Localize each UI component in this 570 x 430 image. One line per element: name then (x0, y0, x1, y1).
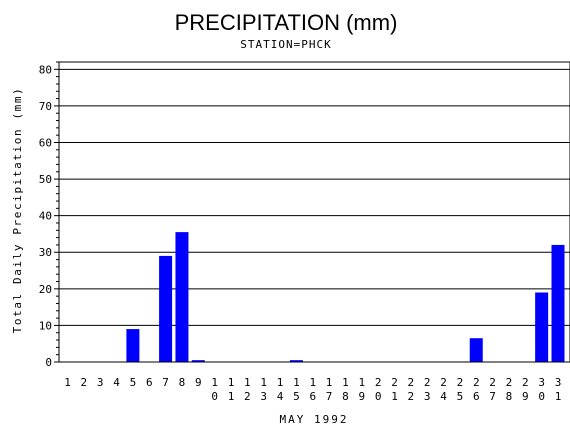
chart-subtitle: STATION=PHCK (240, 38, 331, 51)
x-tick-label: 4 (113, 376, 120, 389)
x-tick-label: 2 (81, 376, 88, 389)
x-tick-label: 8 (179, 376, 186, 389)
bar-day-31 (551, 244, 565, 362)
y-tick-label: 30 (39, 246, 52, 259)
plot-area-frame (58, 61, 570, 363)
x-tick-label: 5 (130, 376, 137, 389)
x-axis-ticks: 1 2 3 4 5 6 7 8 9 1 01 11 21 31 41 51 61 71 81 92 02 12 22 32 42… (64, 376, 561, 403)
x-tick-label: 1 (64, 376, 71, 389)
grid-lines (59, 68, 570, 326)
y-axis-label: Total Daily Precipitation (mm) (11, 87, 24, 334)
y-tick-label: 70 (39, 100, 52, 113)
y-tick-label: 40 (39, 210, 52, 223)
y-axis-ticks: 0 10 20 30 40 50 60 70 80 (39, 61, 59, 369)
bars (126, 232, 565, 362)
x-tick-label: 7 (162, 376, 169, 389)
bar-day-8 (175, 232, 189, 362)
bar-day-7 (159, 255, 173, 362)
y-tick-label: 0 (45, 356, 52, 369)
y-tick-label: 50 (39, 173, 52, 186)
y-tick-label: 80 (39, 63, 52, 76)
bar-day-9 (191, 360, 205, 362)
x-tick-label: 9 (195, 376, 202, 389)
y-tick-label: 10 (39, 319, 52, 332)
y-tick-label: 20 (39, 283, 52, 296)
x-tick-label: 3 (97, 376, 104, 389)
bar-day-15 (289, 360, 303, 362)
chart-title: PRECIPITATION (mm) (175, 10, 398, 35)
x-tick-label: 6 (146, 376, 153, 389)
y-tick-label: 60 (39, 136, 52, 149)
bar-day-5 (126, 329, 140, 362)
x-axis-label: MAY 1992 (280, 413, 349, 426)
bar-day-26 (469, 338, 483, 362)
bar-day-30 (535, 292, 549, 362)
